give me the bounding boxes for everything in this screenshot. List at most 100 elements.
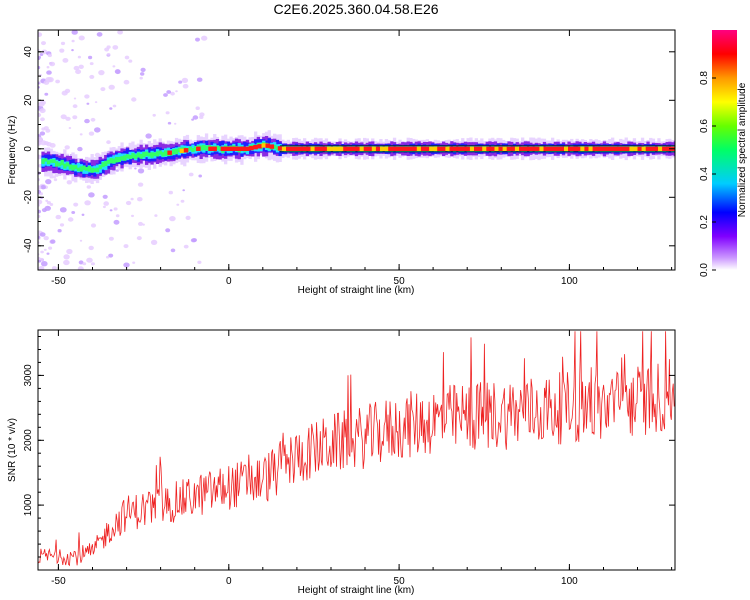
band-peak [531, 146, 536, 151]
band-segment [101, 162, 105, 168]
noise-blob [169, 216, 176, 222]
noise-blob [104, 47, 110, 52]
noise-blob [113, 219, 120, 225]
band-segment [109, 158, 113, 164]
band-segment [106, 159, 111, 164]
band-peak [371, 146, 377, 151]
y-tick-label: 40 [23, 46, 34, 58]
band-segment [41, 158, 45, 164]
band-segment [191, 148, 195, 152]
band-segment [128, 154, 132, 160]
band-peak [584, 146, 589, 151]
noise-blob [183, 244, 189, 249]
noise-blob [46, 66, 50, 69]
band-segment [139, 153, 143, 159]
band-segment [136, 152, 141, 158]
noise-blob [73, 97, 77, 100]
noise-blob [77, 146, 83, 152]
noise-blob [64, 145, 70, 150]
noise-blob [198, 174, 202, 178]
noise-blob [71, 30, 78, 35]
band-segment [44, 159, 48, 166]
y-tick-label: -20 [23, 190, 34, 205]
band-segment [95, 167, 100, 173]
noise-blob [41, 49, 48, 55]
noise-blob [96, 32, 103, 37]
band-segment [79, 166, 83, 172]
band-segment [123, 155, 127, 161]
band-segment [188, 146, 192, 151]
spectrogram-heatmap [38, 30, 675, 270]
x-tick-label: 50 [394, 276, 406, 287]
band-peak [400, 146, 405, 151]
noise-blob [84, 94, 90, 99]
band-peak [457, 146, 463, 151]
band-segment [44, 158, 48, 162]
noise-blob [43, 248, 47, 251]
band-segment [85, 167, 89, 174]
band-peak [486, 146, 491, 151]
band-peak [555, 146, 561, 151]
band-peak [384, 146, 389, 151]
noise-blob [139, 76, 143, 80]
band-segment [125, 154, 130, 159]
band-peak [228, 146, 234, 151]
y-tick-label: 1000 [23, 494, 34, 517]
noise-blob [142, 223, 145, 226]
band-peak [314, 146, 320, 151]
noise-blob [175, 90, 178, 93]
noise-blob [182, 189, 185, 192]
band-peak [576, 146, 581, 151]
band-segment [57, 162, 62, 167]
noise-blob [38, 136, 43, 142]
band-peak [469, 146, 475, 151]
noise-blob [174, 122, 177, 125]
band-peak [286, 146, 291, 151]
noise-blob [109, 107, 113, 110]
noise-blob [102, 205, 106, 209]
band-peak [236, 146, 242, 151]
noise-blob [108, 84, 115, 90]
band-segment [74, 165, 78, 170]
band-peak [416, 146, 422, 151]
noise-blob [88, 55, 93, 60]
band-peak [645, 146, 651, 151]
band-peak [429, 146, 434, 151]
band-segment [204, 145, 209, 151]
noise-blob [63, 259, 70, 266]
noise-blob [40, 250, 44, 254]
noise-blob [38, 112, 42, 118]
noise-blob [65, 116, 71, 121]
band-peak [617, 146, 622, 151]
band-peak [408, 146, 414, 151]
band-peak [339, 146, 344, 151]
band-segment [82, 165, 86, 171]
noise-blob [195, 37, 200, 42]
noise-blob [63, 254, 70, 260]
band-peak [363, 146, 369, 151]
noise-blob [138, 221, 143, 226]
snr-plot-area [38, 330, 675, 570]
noise-blob [40, 185, 46, 190]
band-peak [433, 146, 438, 151]
band-peak [359, 146, 365, 151]
band-peak [306, 146, 311, 151]
band-segment [155, 151, 160, 157]
band-peak [269, 144, 275, 149]
noise-blob [51, 266, 57, 270]
noise-blob [64, 88, 71, 94]
noise-blob [137, 182, 144, 187]
band-peak [539, 146, 544, 151]
band-peak [294, 146, 299, 151]
noise-blob [136, 236, 142, 241]
band-peak [367, 146, 373, 151]
noise-blob [165, 111, 170, 115]
noise-blob [94, 101, 98, 104]
band-segment [158, 150, 162, 155]
band-peak [425, 146, 430, 151]
noise-blob [102, 194, 108, 199]
noise-blob [38, 185, 42, 190]
band-peak [608, 146, 614, 151]
band-peak [449, 146, 454, 151]
noise-blob [182, 83, 189, 89]
